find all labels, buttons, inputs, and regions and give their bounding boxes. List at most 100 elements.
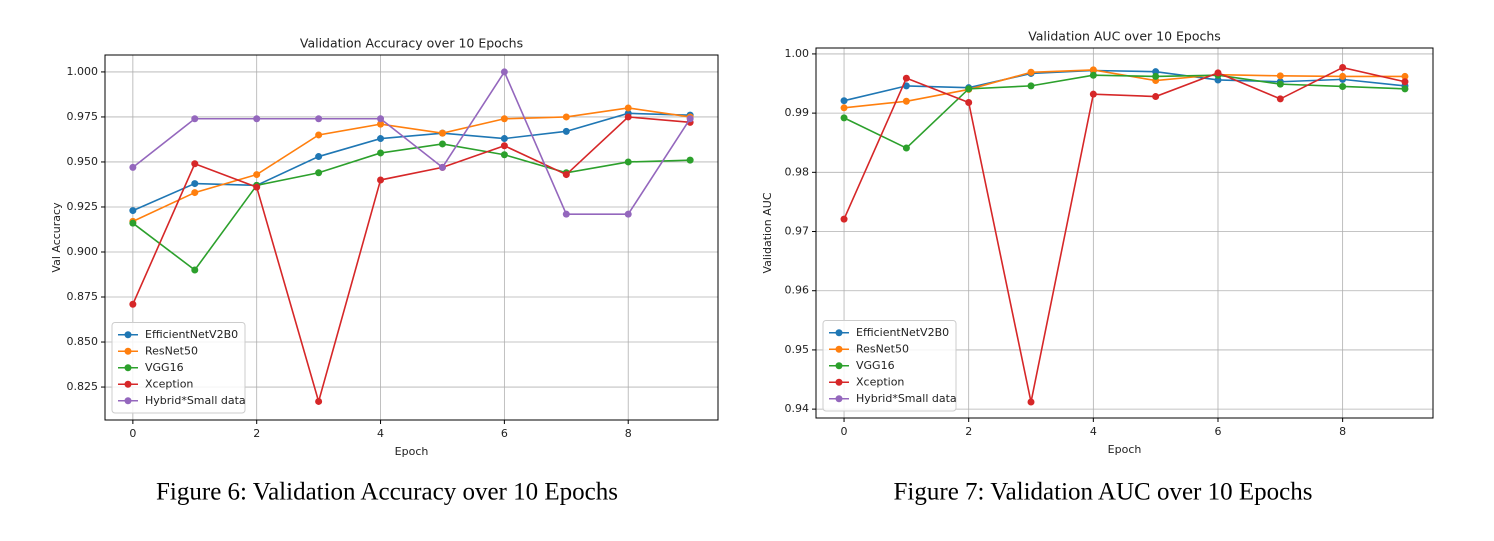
data-point (500, 68, 508, 76)
data-point (377, 120, 385, 128)
data-point (1339, 82, 1347, 90)
x-axis-label: Epoch (395, 445, 429, 458)
data-point (1027, 82, 1035, 90)
legend-marker (835, 395, 843, 403)
data-point (191, 189, 199, 197)
series-line (132, 70, 691, 215)
x-tick-label: 6 (1214, 425, 1221, 438)
data-point (965, 98, 973, 106)
data-point (1089, 66, 1097, 74)
legend-marker (835, 378, 843, 386)
data-point (500, 135, 508, 143)
data-point (1401, 78, 1409, 86)
data-point (1152, 72, 1160, 80)
y-axis-label: Val Accuracy (50, 202, 63, 273)
data-point (438, 140, 446, 148)
legend-marker (835, 345, 843, 353)
data-point (500, 115, 508, 123)
data-point (1027, 398, 1035, 406)
data-point (1027, 68, 1035, 76)
x-tick-label: 2 (253, 427, 260, 440)
legend-marker (835, 329, 843, 337)
y-tick-label: 0.925 (67, 200, 99, 213)
data-point (1089, 71, 1097, 79)
data-point (129, 207, 137, 215)
data-point (315, 169, 323, 177)
data-point (902, 74, 910, 82)
data-point (562, 127, 570, 135)
data-point (253, 171, 261, 179)
y-tick-label: 0.95 (785, 343, 810, 356)
data-point (191, 180, 199, 188)
data-point (191, 266, 199, 274)
x-tick-label: 0 (841, 425, 848, 438)
data-point (1401, 72, 1409, 80)
data-point (1339, 64, 1347, 72)
legend-label: Hybrid*Small data (856, 392, 957, 405)
data-point (500, 151, 508, 159)
data-point (377, 149, 385, 157)
data-point (686, 156, 694, 164)
legend-marker (124, 364, 132, 372)
data-point (253, 115, 261, 123)
data-point (129, 219, 137, 227)
data-point (377, 115, 385, 123)
y-tick-label: 0.96 (785, 284, 810, 297)
y-tick-label: 0.97 (785, 225, 810, 238)
y-tick-label: 0.875 (67, 290, 99, 303)
data-point (315, 115, 323, 123)
data-point (840, 97, 848, 105)
legend-label: Xception (856, 375, 904, 388)
y-tick-label: 0.950 (67, 155, 99, 168)
data-point (902, 97, 910, 105)
data-point (840, 104, 848, 112)
y-tick-label: 0.98 (785, 165, 810, 178)
x-axis-label: Epoch (1108, 443, 1142, 456)
series-line (132, 112, 691, 212)
data-point (315, 131, 323, 139)
legend-label: EfficientNetV2B0 (856, 326, 949, 339)
data-point (129, 300, 137, 308)
legend-marker (124, 380, 132, 388)
y-tick-label: 0.825 (67, 380, 99, 393)
caption: Figure 6: Validation Accuracy over 10 Ep… (156, 479, 618, 506)
plot-frame (104, 54, 719, 421)
data-point (253, 183, 261, 191)
x-tick-label: 0 (129, 427, 136, 440)
y-tick-label: 0.94 (785, 402, 810, 415)
data-point (686, 115, 694, 123)
data-point (377, 135, 385, 143)
data-point (1214, 69, 1222, 77)
series-line (132, 107, 691, 223)
chart-title: Validation Accuracy over 10 Epochs (300, 36, 523, 51)
x-tick-label: 2 (965, 425, 972, 438)
x-tick-label: 4 (377, 427, 384, 440)
x-tick-label: 8 (1339, 425, 1346, 438)
legend-marker (124, 331, 132, 339)
data-point (840, 114, 848, 122)
data-point (500, 142, 508, 150)
legend-label: ResNet50 (856, 342, 909, 355)
data-point (191, 115, 199, 123)
data-point (902, 144, 910, 152)
data-point (1276, 80, 1284, 88)
legend-label: Hybrid*Small data (145, 394, 246, 407)
y-tick-label: 0.850 (67, 335, 99, 348)
y-tick-label: 0.975 (67, 110, 99, 123)
x-tick-label: 4 (1090, 425, 1097, 438)
legend-box (111, 322, 246, 414)
data-point (377, 176, 385, 184)
legend-label: VGG16 (145, 361, 184, 374)
legend-label: ResNet50 (145, 344, 198, 357)
data-point (624, 104, 632, 112)
y-tick-label: 1.000 (67, 65, 99, 78)
y-tick-label: 1.00 (785, 47, 810, 60)
data-point (624, 210, 632, 218)
legend-label: Xception (145, 377, 193, 390)
data-point (1276, 72, 1284, 80)
plot-frame (815, 47, 1434, 419)
series-line (132, 143, 691, 272)
legend-label: VGG16 (856, 359, 895, 372)
data-point (191, 160, 199, 168)
